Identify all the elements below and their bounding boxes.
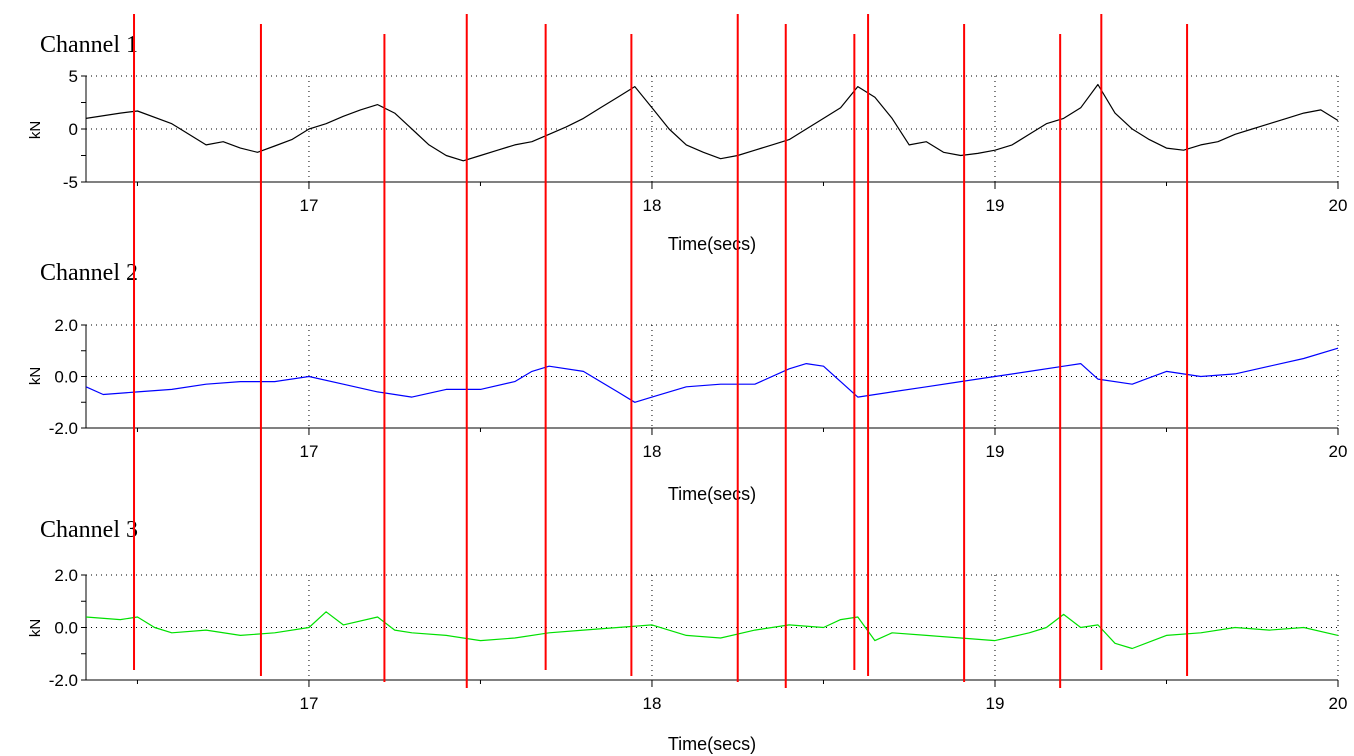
channel-2-x-axis-label: Time(secs) <box>668 484 756 504</box>
channel-1-panel: Channel 1 kN Time(secs) 17 18 19 20 5 0 -5 <box>27 32 1347 254</box>
series-line <box>85 611 1339 650</box>
channel-1-title: Channel 1 <box>40 32 138 58</box>
x-tick-label: 20 <box>1329 196 1348 215</box>
channel-3-panel: Channel 3 kN Time(secs) 17 18 19 20 2.0 0.0 -2… <box>27 517 1347 754</box>
y-tick-label: 2.0 <box>54 316 78 335</box>
x-tick-label: 17 <box>299 694 318 713</box>
y-tick-label: -2.0 <box>49 671 78 690</box>
channel-2-title: Channel 2 <box>40 260 138 286</box>
x-tick-label: 19 <box>986 442 1005 461</box>
channel-2-y-axis-label: kN <box>27 367 44 385</box>
x-tick-label: 20 <box>1329 442 1348 461</box>
channel-2-panel: Channel 2 kN Time(secs) 17 18 19 20 2.0 0.0 -2… <box>27 260 1347 504</box>
channel-3-plot-area: 17 18 19 20 2.0 0.0 -2.0 <box>49 566 1348 713</box>
x-tick-label: 19 <box>986 694 1005 713</box>
series-line <box>85 347 1339 403</box>
channel-3-title: Channel 3 <box>40 517 138 543</box>
x-tick-label: 18 <box>643 442 662 461</box>
x-tick-label: 17 <box>299 196 318 215</box>
y-tick-label: 0.0 <box>54 619 78 638</box>
channel-2-plot-area: 17 18 19 20 2.0 0.0 -2.0 <box>49 316 1348 461</box>
series-line <box>85 83 1339 162</box>
y-tick-label: 5 <box>69 67 78 86</box>
y-tick-label: -2.0 <box>49 419 78 438</box>
channel-3-y-axis-label: kN <box>27 619 44 637</box>
y-tick-label: 2.0 <box>54 566 78 585</box>
y-tick-label: 0 <box>69 120 78 139</box>
y-tick-label: 0.0 <box>54 368 78 387</box>
channel-1-y-axis-label: kN <box>27 121 44 139</box>
x-tick-label: 19 <box>986 196 1005 215</box>
x-tick-label: 18 <box>643 196 662 215</box>
y-tick-label: -5 <box>63 173 78 192</box>
channel-3-x-axis-label: Time(secs) <box>668 734 756 754</box>
x-tick-label: 20 <box>1329 694 1348 713</box>
event-markers <box>133 14 1189 688</box>
x-tick-label: 17 <box>299 442 318 461</box>
x-tick-label: 18 <box>643 694 662 713</box>
channel-1-plot-area: 17 18 19 20 5 0 -5 <box>63 67 1348 215</box>
channel-1-x-axis-label: Time(secs) <box>668 234 756 254</box>
